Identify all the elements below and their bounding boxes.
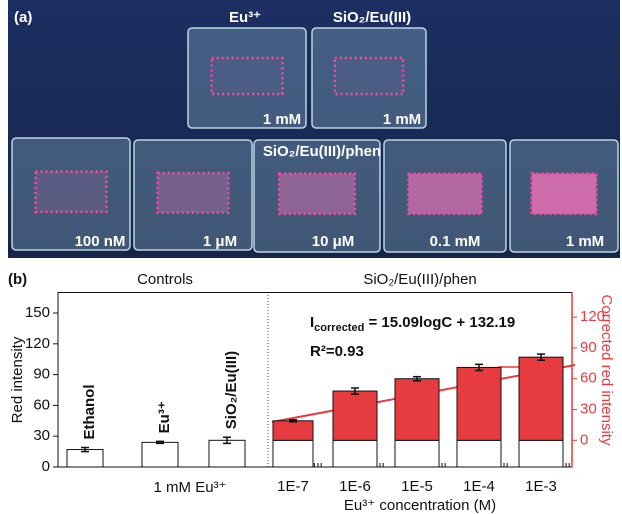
slide-conc: 1 mM [566, 233, 604, 250]
y-tick-label: 150 [25, 304, 50, 321]
bar [519, 357, 563, 440]
bar [457, 440, 501, 467]
eq-part: = 15.09logC + 132.19 [364, 314, 515, 331]
bar [273, 440, 313, 467]
bar [333, 391, 377, 440]
y-tick-label: 90 [33, 366, 50, 383]
y2-tick-label: 60 [580, 370, 597, 387]
bar-label: Eu³⁺ [156, 401, 173, 433]
group-label: SiO₂/Eu(III)/phen [363, 271, 476, 288]
slide-label: SiO₂/Eu(III)/phen [263, 143, 381, 160]
sample [532, 174, 597, 214]
r-squared: R²=0.93 [310, 343, 364, 360]
x-tick-label: 1E-3 [525, 478, 557, 495]
eq-sub: corrected [314, 322, 364, 334]
sample [279, 174, 355, 214]
x-tick-label: 1E-4 [463, 478, 495, 495]
bar [519, 440, 563, 467]
bar [273, 421, 313, 441]
x-tick-label: 1E-5 [401, 478, 433, 495]
x-axis-label: Eu³⁺ concentration (M) [344, 497, 496, 514]
bar [457, 367, 501, 440]
sample [212, 58, 283, 94]
y-tick-label: 30 [33, 427, 50, 444]
y2-tick-label: 90 [580, 339, 597, 356]
slide-conc: 100 nM [75, 233, 126, 250]
bar [209, 440, 245, 467]
slide-conc: 1 mM [383, 111, 421, 128]
bar-label: Ethanol [81, 384, 98, 439]
y2-tick-label: 120 [580, 308, 605, 325]
slide-conc: 1 μM [203, 233, 237, 250]
figure: (a) Eu³⁺ SiO₂/Eu(III) 1 mM 1 mM SiO₂/Eu(… [0, 0, 622, 514]
slide-conc: 10 μM [312, 233, 355, 250]
slide-conc: 1 mM [263, 111, 301, 128]
bar [395, 379, 439, 441]
equation: Icorrected = 15.09logC + 132.19 [310, 314, 515, 334]
y2-tick-label: 30 [580, 400, 597, 417]
x-tick-label: 1 mM Eu³⁺ [154, 479, 227, 496]
slide-label: Eu³⁺ [229, 9, 261, 26]
x-tick-label: 1E-7 [277, 478, 309, 495]
bar [395, 440, 439, 467]
sample [408, 174, 481, 214]
group-label: Controls [137, 271, 193, 288]
slide-conc: 0.1 mM [430, 233, 481, 250]
y-tick-label: 0 [42, 458, 50, 475]
panel-label: (a) [14, 9, 32, 26]
bar [333, 440, 377, 467]
sample [335, 58, 403, 94]
y-tick-label: 60 [33, 396, 50, 413]
x-tick-label: 1E-6 [339, 478, 371, 495]
sample [158, 173, 229, 213]
y-axis-label: Red intensity [9, 336, 26, 423]
sample [36, 172, 107, 212]
panel-label: (b) [8, 271, 27, 288]
bar-label: SiO₂/Eu(III) [223, 351, 240, 429]
bar [142, 442, 178, 467]
y2-tick-label: 0 [580, 431, 588, 448]
y-tick-label: 120 [25, 335, 50, 352]
slide-label: SiO₂/Eu(III) [333, 9, 411, 26]
